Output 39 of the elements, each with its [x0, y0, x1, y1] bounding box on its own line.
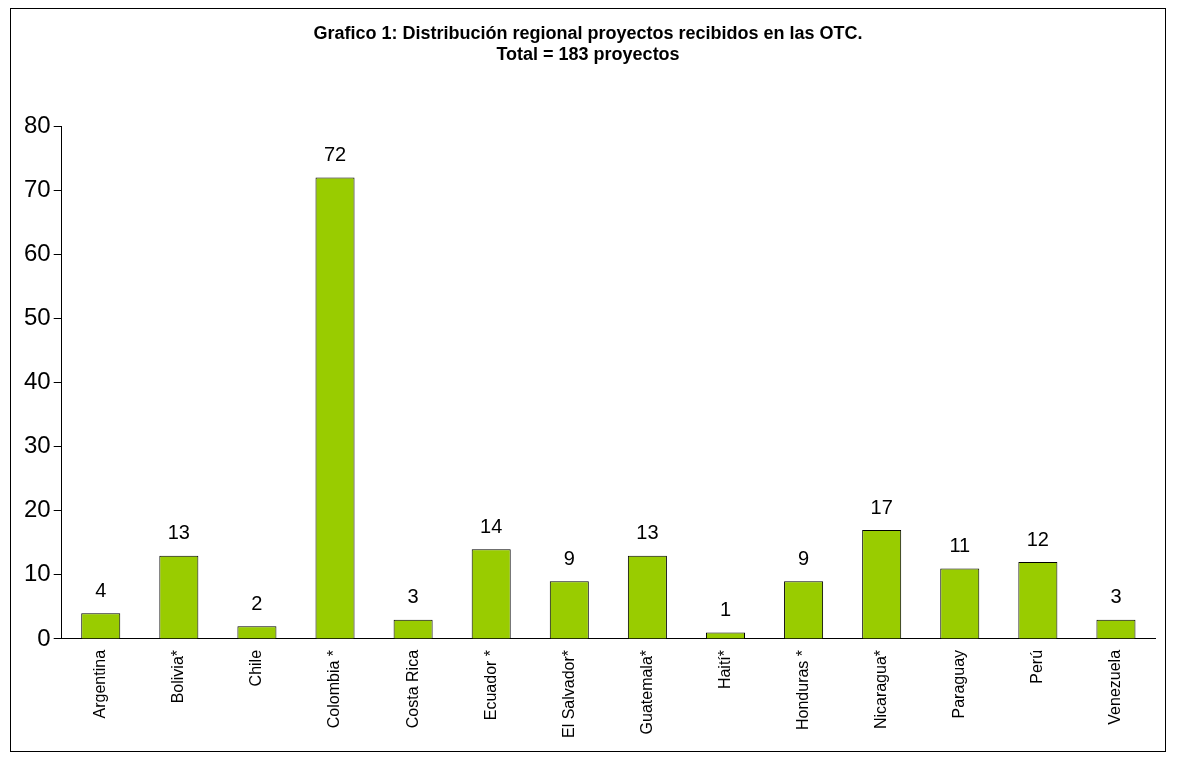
data-label: 1 — [719, 598, 732, 621]
y-tick-label: 40 — [23, 367, 51, 395]
y-tick-label: 10 — [23, 559, 51, 587]
x-tick-label: Venezuela — [1106, 649, 1124, 725]
data-label: 12 — [1026, 527, 1049, 550]
x-tick-label: Argentina — [91, 649, 109, 719]
data-label: 11 — [949, 533, 971, 556]
data-label: 14 — [480, 514, 503, 537]
y-tick-label: 50 — [23, 303, 51, 331]
data-label: 4 — [95, 578, 107, 601]
x-tick-label: El Salvador* — [559, 649, 577, 738]
x-tick-label: Colombia * — [325, 649, 343, 729]
data-label: 13 — [167, 521, 190, 544]
x-tick-label: Chile — [247, 649, 265, 687]
y-tick-label: 80 — [23, 110, 51, 138]
data-label: 9 — [798, 546, 810, 569]
data-label: 3 — [407, 585, 419, 608]
y-tick-label: 30 — [23, 431, 51, 459]
data-label: 9 — [563, 546, 575, 569]
x-tick-label: Haití* — [715, 649, 733, 690]
data-label: 3 — [1110, 585, 1122, 608]
chart-subtitle: Total = 183 proyectos — [496, 44, 680, 65]
x-tick-label: Costa Rica — [403, 649, 421, 729]
x-tick-label: Bolivia* — [169, 649, 187, 704]
x-tick-label: Perú — [1028, 649, 1046, 684]
y-tick-label: 20 — [23, 495, 51, 523]
data-label: 72 — [323, 142, 347, 165]
chart-title: Grafico 1: Distribución regional proyectos recibidos en las OTC. — [313, 22, 863, 43]
x-tick-label: Paraguay — [950, 649, 968, 719]
x-tick-label: Guatemala* — [637, 649, 655, 735]
x-tick-label: Ecuador * — [481, 649, 499, 721]
y-tick-label: 60 — [23, 239, 51, 267]
y-tick-label: 70 — [23, 174, 51, 202]
x-tick-label: Honduras * — [793, 649, 811, 730]
y-tick-label: 0 — [37, 623, 51, 651]
data-label: 13 — [636, 521, 659, 544]
x-tick-label: Nicaragua* — [872, 649, 890, 730]
data-label: 17 — [870, 495, 893, 518]
data-label: 2 — [251, 591, 263, 614]
